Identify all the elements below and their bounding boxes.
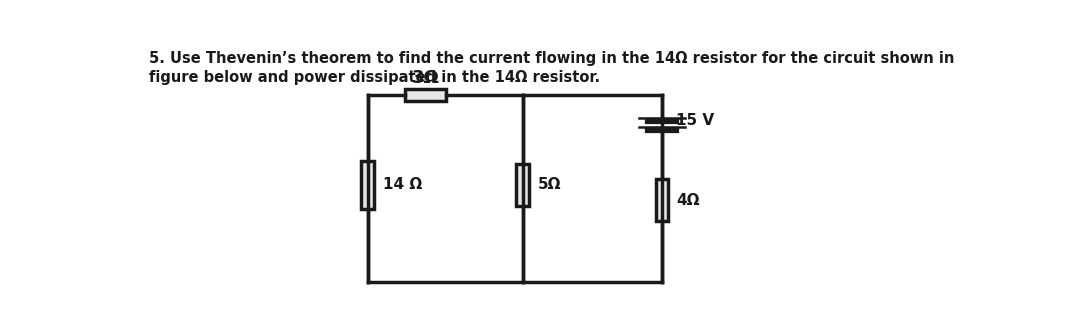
Text: 15 V: 15 V	[676, 113, 714, 128]
Text: 14 Ω: 14 Ω	[383, 177, 422, 192]
Bar	[656, 179, 669, 221]
Text: 5Ω: 5Ω	[538, 177, 562, 192]
Bar	[516, 164, 529, 206]
Text: 4Ω: 4Ω	[676, 193, 700, 208]
Bar	[362, 161, 374, 209]
Text: 5. Use Thevenin’s theorem to find the current flowing in the 14Ω resistor for th: 5. Use Thevenin’s theorem to find the cu…	[149, 51, 955, 66]
Text: figure below and power dissipated in the 14Ω resistor.: figure below and power dissipated in the…	[149, 70, 600, 85]
Text: 3Ω: 3Ω	[411, 69, 440, 87]
Bar	[405, 89, 446, 101]
